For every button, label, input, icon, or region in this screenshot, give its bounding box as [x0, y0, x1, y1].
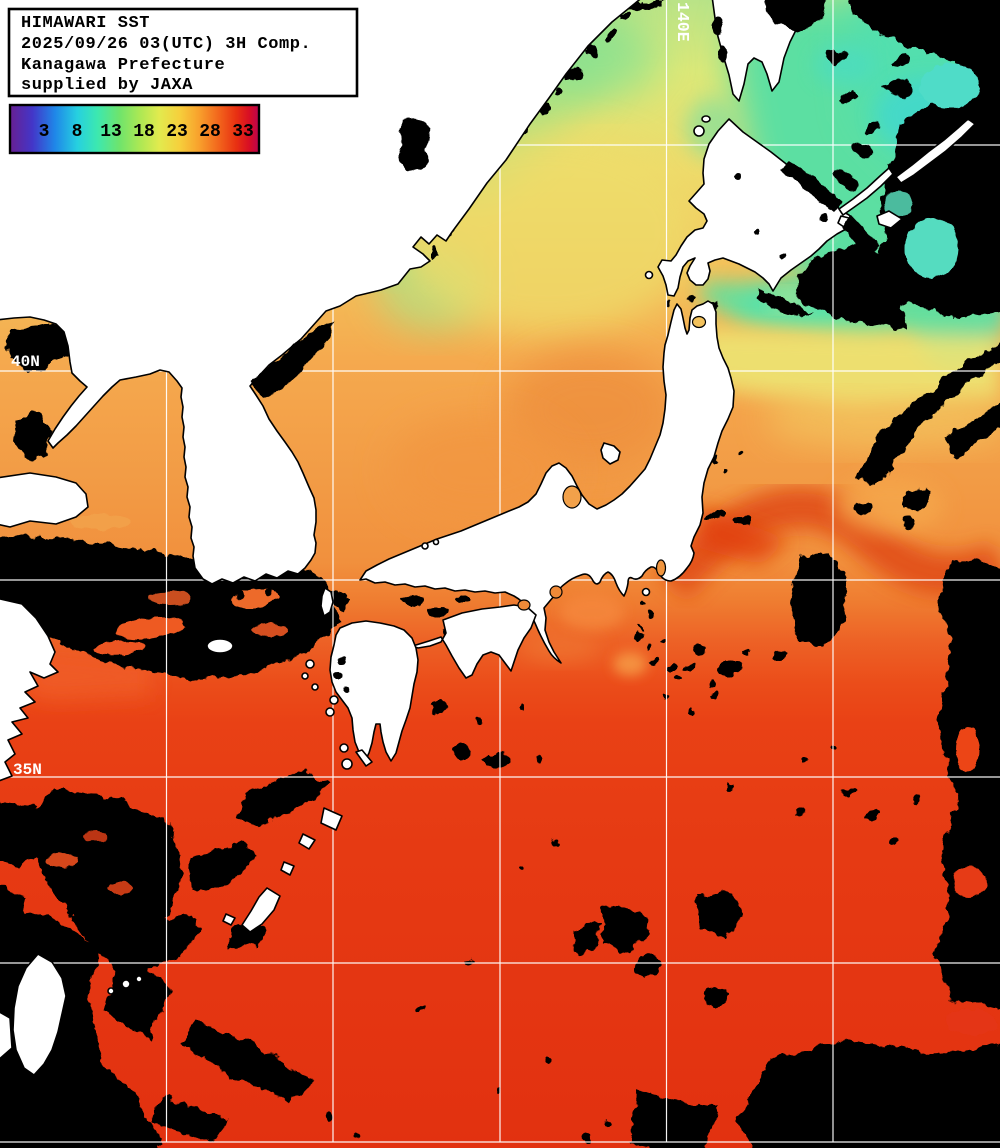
- svg-text:33: 33: [232, 122, 254, 142]
- svg-text:140E: 140E: [673, 2, 692, 42]
- svg-text:supplied by JAXA: supplied by JAXA: [21, 76, 193, 95]
- svg-text:40N: 40N: [11, 353, 40, 371]
- svg-text:13: 13: [100, 122, 122, 142]
- svg-text:Kanagawa Prefecture: Kanagawa Prefecture: [21, 56, 225, 75]
- svg-text:3: 3: [39, 122, 50, 142]
- svg-text:23: 23: [166, 122, 188, 142]
- svg-text:28: 28: [199, 122, 221, 142]
- svg-text:8: 8: [72, 122, 83, 142]
- svg-text:HIMAWARI SST: HIMAWARI SST: [21, 14, 150, 33]
- svg-text:2025/09/26 03(UTC) 3H Comp.: 2025/09/26 03(UTC) 3H Comp.: [21, 35, 311, 54]
- svg-text:35N: 35N: [13, 761, 42, 779]
- svg-text:18: 18: [133, 122, 155, 142]
